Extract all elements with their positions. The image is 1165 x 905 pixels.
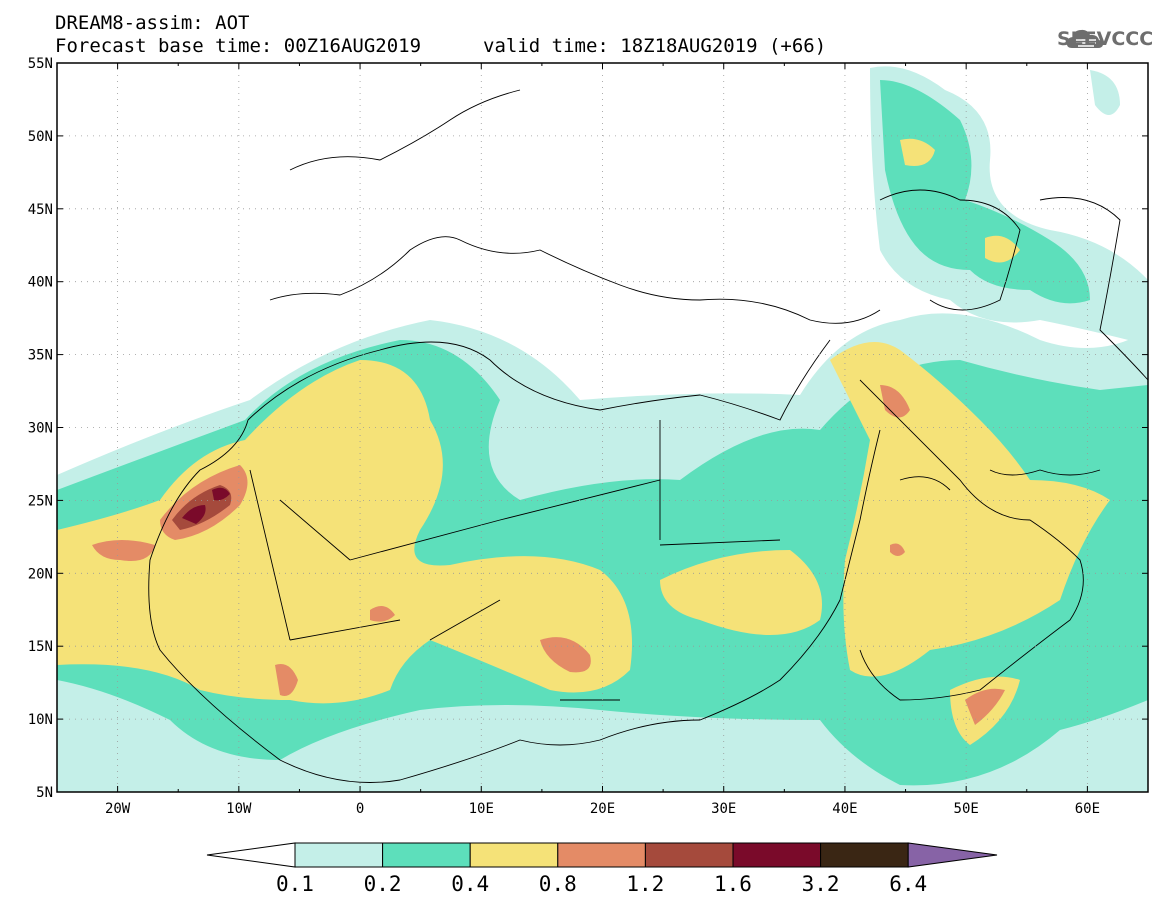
colorbar-swatch [382,842,471,868]
colorbar-min-arrow [206,842,296,868]
lat-label: 30N [28,421,53,437]
lon-label: 10E [469,801,494,817]
colorbar-label: 0.2 [363,872,402,896]
colorbar-label: 0.1 [276,872,314,896]
colorbar-swatch [469,842,559,868]
latitude-labels: 55N 50N 45N 40N 35N 30N 25N 20N 15N 10N 5N [28,56,53,801]
lat-label: 5N [36,785,53,801]
colorbar-label: 1.2 [626,872,665,896]
lon-label: 30E [711,801,736,817]
lon-label: 50E [954,801,979,817]
colorbar-label: 6.4 [889,872,928,896]
colorbar-swatch [820,842,909,868]
colorbar-swatch [294,842,384,868]
forecast-base-time: Forecast base time: 00Z16AUG2019 [55,35,422,57]
aot-class-1-6 [182,487,230,524]
colorbar-swatch [644,842,734,868]
coastlines [148,89,1148,783]
lat-label: 25N [28,493,53,509]
lat-label: 45N [28,202,53,218]
lon-label: 60E [1075,801,1100,817]
lat-label: 35N [28,348,53,364]
colorbar-max-arrow [907,842,998,868]
lon-label: 40E [832,801,857,817]
lat-label: 40N [28,275,53,291]
cloud-icon [1066,29,1104,48]
lon-label: 20E [590,801,615,817]
lat-label: 10N [28,712,53,728]
axis-ticks [56,62,1149,793]
colorbar-label: 1.6 [714,872,752,896]
aot-class-0-4 [57,138,1110,745]
colorbar-label: 0.4 [451,872,490,896]
longitude-labels: 20W 10W 0 10E 20E 30E 40E 50E 60E [105,801,1100,817]
lon-label: 0 [356,801,364,817]
lat-label: 20N [28,566,53,582]
colorbar-swatch [557,842,646,868]
colorbar-label: 0.8 [538,872,577,896]
lat-label: 15N [28,639,53,655]
colorbar-label: 3.2 [801,872,840,896]
lon-label: 20W [105,801,131,817]
valid-time: valid time: 18Z18AUG2019 (+66) [483,35,827,57]
lat-label: 50N [28,129,53,145]
lon-label: 10W [226,801,252,817]
map-title: DREAM8-assim: AOT [55,12,250,34]
logo-text: SEEVCCC [1057,28,1154,50]
lat-label: 55N [28,56,53,72]
colorbar-swatch [732,842,822,868]
